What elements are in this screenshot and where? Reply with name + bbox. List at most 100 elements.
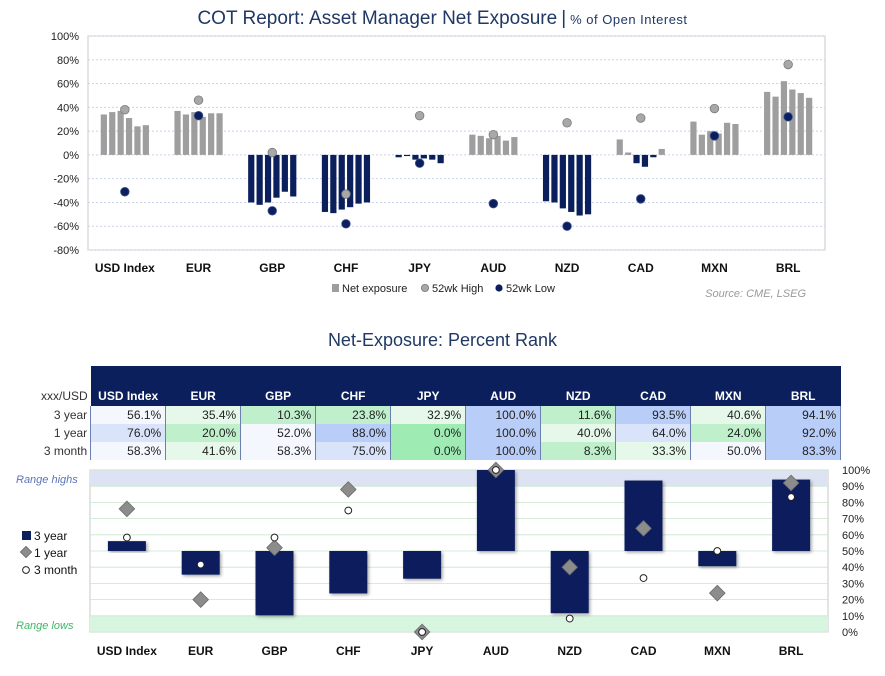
net-exposure-bar — [559, 154, 566, 209]
table-column-header: BRL — [765, 386, 841, 406]
table-row: 3 year 56.1% 35.4% 10.3% 23.8% 32.9% 100.0% 11.… — [37, 406, 842, 424]
low-52wk-marker — [636, 194, 646, 204]
y-tick-label: -20% — [53, 174, 79, 186]
table-corner-label: xxx/USD — [37, 386, 91, 406]
net-exposure-bar — [199, 116, 206, 155]
x-category-label: NZD — [555, 261, 580, 275]
x-category-label: BRL — [776, 261, 801, 275]
range-lows-label: Range lows — [16, 620, 74, 632]
legend-one-year-label: 1 year — [34, 546, 67, 560]
legend-high-swatch — [420, 283, 429, 292]
table-cell: 94.1% — [765, 406, 842, 424]
rank-category-label: JPY — [411, 644, 434, 658]
three-month-circle — [639, 574, 648, 582]
table-cell: 0.0% — [390, 424, 467, 442]
table-column-header: JPY — [390, 386, 466, 406]
net-exposure-bar — [437, 154, 444, 164]
net-exposure-bar — [469, 134, 476, 155]
rank-y-tick-label: 100% — [842, 465, 870, 477]
net-exposure-bar — [477, 135, 484, 155]
high-52wk-marker — [414, 110, 425, 121]
y-tick-label: -60% — [53, 221, 79, 233]
rank-category-label: MXN — [704, 644, 731, 658]
legend-three-year-swatch — [22, 531, 31, 540]
table-cell: 83.3% — [765, 442, 842, 460]
table-cell: 33.3% — [615, 442, 692, 460]
table-row-label: 1 year — [53, 426, 88, 440]
table-cell: 93.5% — [615, 406, 692, 424]
table-column-header: NZD — [540, 386, 616, 406]
table-cell: 35.4% — [165, 406, 242, 424]
net-exposure-bar — [502, 140, 510, 155]
y-tick-label: 100% — [51, 31, 79, 43]
rank-plot-area — [89, 469, 829, 633]
three-month-circle — [344, 506, 353, 515]
table-cell: 56.1% — [90, 406, 167, 424]
net-exposure-bar — [633, 154, 640, 164]
top-chart-title-text: COT Report: Asset Manager Net Exposure — [197, 8, 558, 29]
legend-low-swatch — [495, 284, 503, 292]
one-year-diamond — [192, 591, 210, 608]
three-month-circle — [787, 493, 795, 501]
three-year-bar — [255, 551, 294, 616]
three-month-circle — [123, 533, 131, 542]
table-cell: 40.0% — [540, 424, 617, 442]
net-exposure-bar — [568, 154, 575, 212]
rank-category-label: NZD — [557, 644, 582, 658]
three-year-bar — [550, 551, 589, 614]
x-category-label: JPY — [408, 261, 431, 275]
net-exposure-bar — [797, 93, 804, 155]
table-header-banner — [90, 366, 841, 386]
net-exposure-bar — [806, 97, 813, 155]
three-year-bar — [403, 551, 442, 579]
plot-area — [87, 35, 826, 251]
table-cell: 88.0% — [315, 424, 392, 442]
net-exposure-bar — [707, 131, 714, 155]
net-exposure-bar — [511, 137, 518, 155]
table-column-header: EUR — [165, 386, 241, 406]
x-category-label: GBP — [259, 261, 285, 275]
table-cell: 23.8% — [315, 406, 392, 424]
y-tick-label: 80% — [57, 55, 79, 67]
table-cell: 64.0% — [615, 424, 692, 442]
three-year-bar — [624, 480, 663, 551]
high-52wk-marker — [636, 113, 646, 123]
net-exposure-bar — [290, 154, 297, 197]
x-category-label: CAD — [628, 261, 654, 275]
legend-net-label: Net exposure — [342, 283, 407, 295]
net-exposure-bar — [248, 154, 255, 203]
net-exposure-bar — [100, 114, 107, 155]
low-52wk-marker — [193, 110, 204, 121]
net-exposure-bar — [429, 154, 436, 160]
legend-high-label: 52wk High — [432, 283, 483, 295]
three-month-circle — [270, 533, 279, 542]
low-52wk-marker — [341, 219, 351, 229]
net-exposure-bar — [273, 154, 280, 198]
table-row-label: 3 year — [53, 408, 88, 422]
one-year-diamond — [118, 500, 136, 518]
y-tick-label: 20% — [57, 126, 79, 138]
table-cell: 10.3% — [240, 406, 317, 424]
table-cell: 52.0% — [240, 424, 317, 442]
one-year-diamond — [561, 558, 579, 576]
percent-rank-table: xxx/USD USD Index EUR GBP CHF JPY AUD NZD CAD MXN… — [37, 366, 842, 460]
net-exposure-bar — [125, 118, 133, 155]
table-cell: 58.3% — [90, 442, 167, 460]
source-note: Source: CME, LSEG — [705, 288, 806, 300]
table-cell: 41.6% — [165, 442, 242, 460]
table-cell: 100.0% — [465, 406, 542, 424]
table-cell: 58.3% — [240, 442, 317, 460]
legend-low-label: 52wk Low — [506, 283, 555, 295]
y-tick-label: 40% — [57, 102, 79, 114]
net-exposure-bar — [584, 154, 592, 215]
high-52wk-marker — [562, 118, 572, 128]
three-year-bar — [476, 470, 515, 551]
high-52wk-marker — [709, 103, 720, 114]
net-exposure-bar — [191, 112, 198, 155]
net-exposure-bar — [264, 154, 272, 203]
net-exposure-bar — [650, 154, 657, 158]
table-cell: 11.6% — [540, 406, 617, 424]
three-month-circle — [492, 466, 500, 474]
rank-category-label: CAD — [631, 644, 657, 658]
net-exposure-bar — [142, 125, 149, 155]
